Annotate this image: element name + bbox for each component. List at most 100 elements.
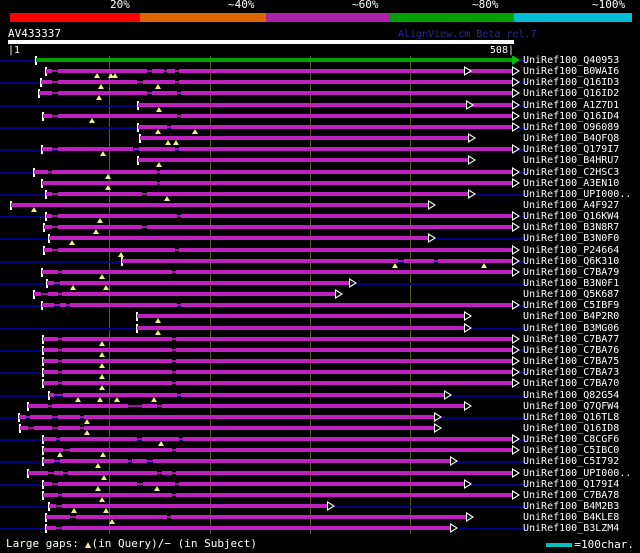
alignment-row[interactable] [0, 278, 520, 290]
alignment-row[interactable] [0, 523, 520, 534]
alignment-row[interactable] [0, 56, 520, 67]
hit-label[interactable]: UniRef100_B4HRU7 [523, 155, 620, 166]
hit-label[interactable]: UniRef100_C7BA76 [523, 345, 620, 356]
hit-label[interactable]: UniRef100_C7BA77 [523, 334, 620, 345]
hit-label[interactable]: UniRef100_Q179I7 [523, 144, 620, 155]
alignment-row[interactable] [0, 267, 520, 279]
alignment-row[interactable] [0, 323, 520, 335]
hit-label[interactable]: UniRef100_C7BA78 [523, 490, 620, 501]
hit-label[interactable]: UniRef100_Q16ID8 [523, 423, 620, 434]
alignment-row[interactable] [0, 178, 520, 190]
hit-label[interactable]: UniRef100_B4KLE8 [523, 512, 620, 523]
hit-label[interactable]: UniRef100_Q5K687 [523, 289, 620, 300]
alignment-row[interactable] [0, 167, 520, 179]
hit-label[interactable]: UniRef100_B3N0F1 [523, 278, 620, 289]
alignment-row[interactable] [0, 412, 520, 424]
alignment-row[interactable] [0, 512, 520, 524]
alignment-row[interactable] [0, 423, 520, 435]
alignment-row[interactable] [0, 211, 520, 223]
hit-label[interactable]: UniRef100_Q40953 [523, 55, 620, 66]
hit-label[interactable]: UniRef100_B4P2R0 [523, 311, 620, 322]
hit-label[interactable]: UniRef100_A1Z7D1 [523, 100, 620, 111]
hit-label[interactable]: UniRef100_Q6K310 [523, 256, 620, 267]
hsp-connector [142, 193, 148, 195]
hit-label[interactable]: UniRef100_Q7QFW4 [523, 401, 620, 412]
alignment-row[interactable] [0, 289, 520, 301]
alignment-row[interactable] [0, 356, 520, 368]
alignment-row[interactable] [0, 77, 520, 89]
hit-label[interactable]: UniRef100_Q16ID2 [523, 88, 620, 99]
hit-label[interactable]: UniRef100_C5I792 [523, 456, 620, 467]
hsp-segment [62, 393, 178, 397]
alignment-row[interactable] [0, 479, 520, 491]
hsp-connector [62, 449, 70, 451]
query-gap-marker [97, 84, 104, 89]
alignment-row[interactable] [0, 111, 520, 123]
alignment-row[interactable] [0, 222, 520, 234]
hit-label[interactable]: UniRef100_B3N8R7 [523, 222, 620, 233]
alignment-row[interactable] [0, 311, 520, 323]
alignment-row[interactable] [0, 300, 520, 312]
hit-label[interactable]: UniRef100_A3EN10 [523, 178, 620, 189]
alignment-row[interactable] [0, 133, 520, 145]
alignment-row[interactable] [0, 456, 520, 468]
alignment-row[interactable] [0, 445, 520, 457]
hit-label[interactable]: UniRef100_C7BA70 [523, 378, 620, 389]
alignment-row[interactable] [0, 434, 520, 446]
alignment-row[interactable] [0, 200, 520, 212]
hit-label[interactable]: UniRef100_B3LZM4 [523, 523, 620, 534]
alignment-row[interactable] [0, 501, 520, 513]
label-separator [520, 105, 528, 107]
alignment-row[interactable] [0, 468, 520, 480]
alignment-row[interactable] [0, 155, 520, 167]
hit-label[interactable]: UniRef100_P24664 [523, 245, 620, 256]
hit-label[interactable]: UniRef100_C7BA73 [523, 367, 620, 378]
hit-label[interactable]: UniRef100_B4M2B3 [523, 501, 620, 512]
query-gap-marker [156, 162, 163, 167]
hsp-segment [33, 292, 41, 296]
hit-label[interactable]: UniRef100_C7BA79 [523, 267, 620, 278]
hit-label[interactable]: UniRef100_Q16ID4 [523, 111, 620, 122]
hit-label[interactable]: UniRef100_Q16ID3 [523, 77, 620, 88]
hit-label[interactable]: UniRef100_C5IBF9 [523, 300, 620, 311]
alignment-row[interactable] [0, 88, 520, 100]
hit-label[interactable]: UniRef100_C5IBC0 [523, 445, 620, 456]
query-gap-marker [93, 73, 100, 78]
hsp-segment [61, 359, 173, 363]
query-gap-marker [392, 263, 399, 268]
alignment-row[interactable] [0, 66, 520, 78]
alignment-row[interactable] [0, 144, 520, 156]
alignment-row[interactable] [0, 256, 520, 268]
alignment-row[interactable] [0, 245, 520, 257]
hit-label[interactable]: UniRef100_B3N0F0 [523, 233, 620, 244]
hit-label[interactable]: UniRef100_A4F927 [523, 200, 620, 211]
label-separator [520, 127, 528, 129]
alignment-row[interactable] [0, 401, 520, 413]
alignment-row[interactable] [0, 122, 520, 134]
hit-label[interactable]: UniRef100_UPI000.. [523, 468, 632, 479]
alignment-row[interactable] [0, 345, 520, 357]
hit-label[interactable]: UniRef100_Q179I4 [523, 479, 620, 490]
hit-label[interactable]: UniRef100_B3MG06 [523, 323, 620, 334]
alignment-row[interactable] [0, 367, 520, 379]
hit-label[interactable]: UniRef100_B0WAI6 [523, 66, 620, 77]
alignment-row[interactable] [0, 233, 520, 245]
hit-label[interactable]: UniRef100_O96089 [523, 122, 620, 133]
alignment-row[interactable] [0, 490, 520, 502]
hit-label[interactable]: UniRef100_Q82G54 [523, 390, 620, 401]
alignment-row[interactable] [0, 100, 520, 112]
hit-label[interactable]: UniRef100_Q16KW4 [523, 211, 620, 222]
hit-label[interactable]: UniRef100_Q16TL8 [523, 412, 620, 423]
alignment-row[interactable] [0, 378, 520, 390]
hit-label[interactable]: UniRef100_B4QFQ8 [523, 133, 620, 144]
alignment-row[interactable] [0, 390, 520, 402]
alignment-row[interactable] [0, 189, 520, 201]
alignment-row[interactable] [0, 334, 520, 346]
hit-label[interactable]: UniRef100_C8CGF6 [523, 434, 620, 445]
hit-label[interactable]: UniRef100_C2HSC3 [523, 167, 620, 178]
hsp-segment [152, 69, 165, 73]
hit-label[interactable]: UniRef100_UPI000.. [523, 189, 632, 200]
label-separator [520, 82, 528, 84]
hit-label[interactable]: UniRef100_C7BA75 [523, 356, 620, 367]
query-gap-marker [99, 151, 106, 156]
